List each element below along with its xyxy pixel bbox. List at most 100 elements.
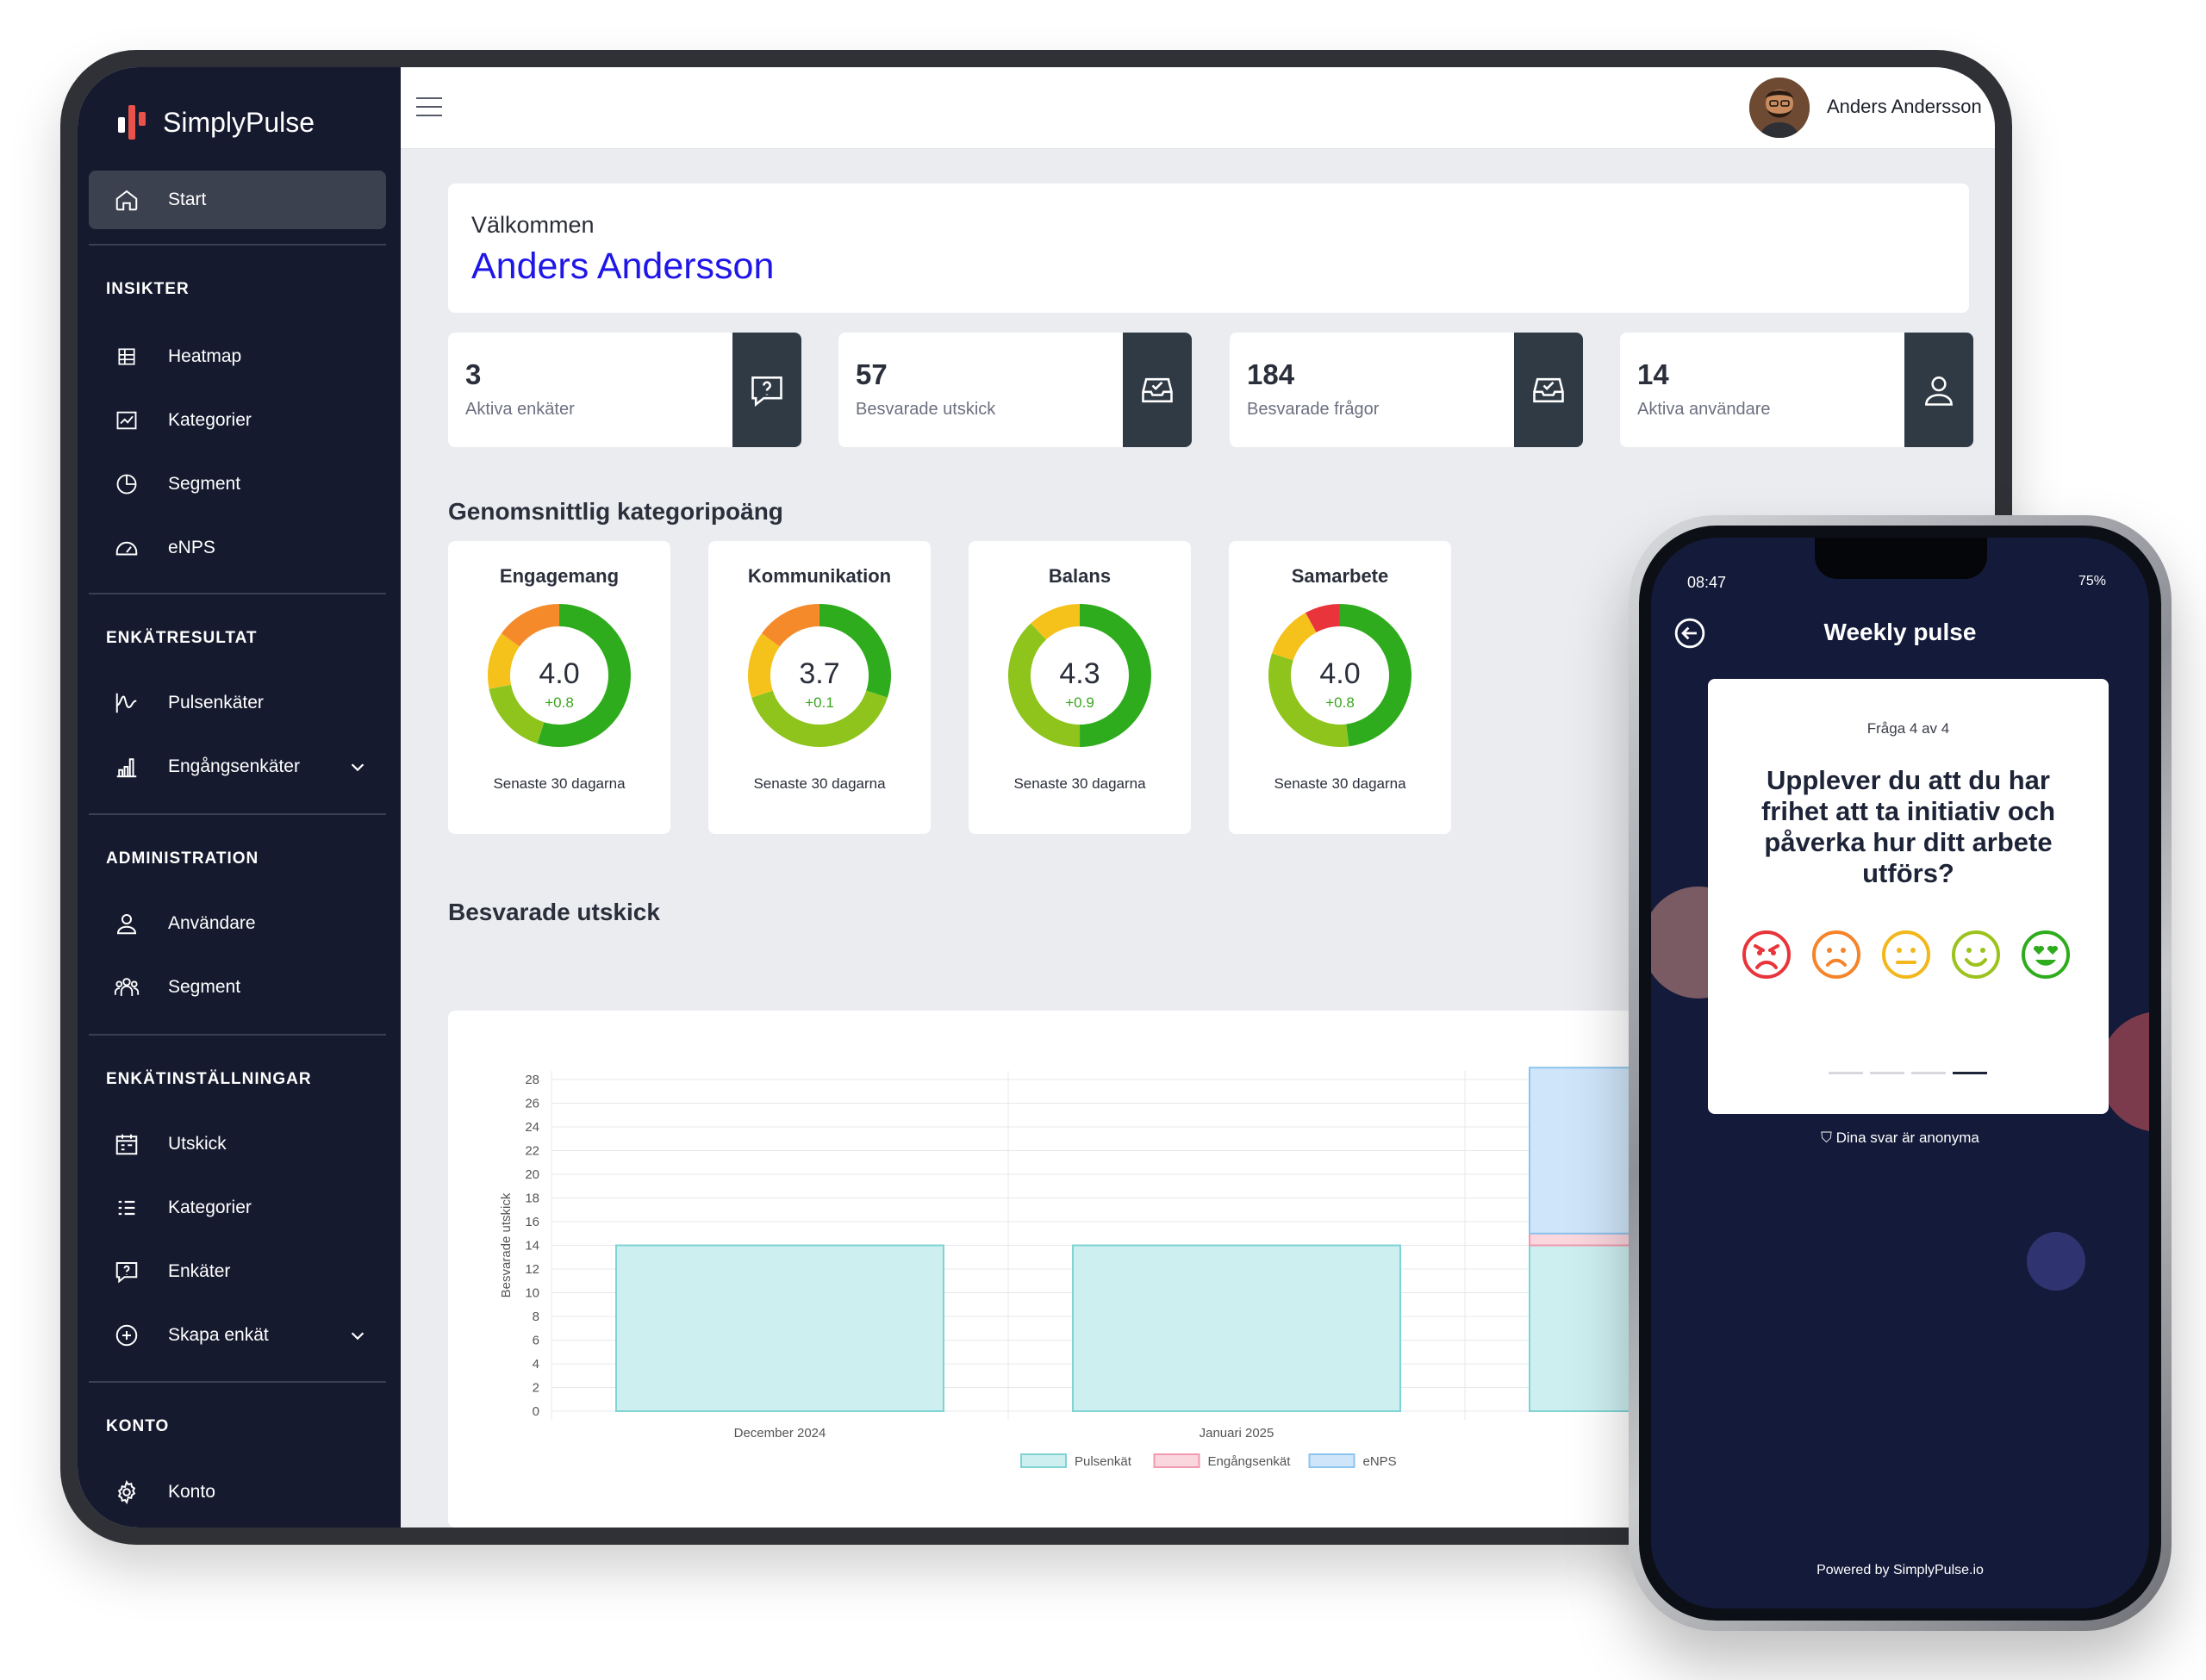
powered-by: Powered by SimplyPulse.io bbox=[1817, 1563, 1984, 1577]
gauge-segment bbox=[537, 604, 631, 747]
section-title-administration: ADMINISTRATION bbox=[106, 849, 259, 868]
stat-value: 14 bbox=[1637, 358, 1669, 390]
sidebar-item-utskick[interactable]: Utskick bbox=[89, 1115, 386, 1173]
smile-face-icon[interactable] bbox=[1950, 929, 2002, 980]
neutral-face-icon[interactable] bbox=[1880, 929, 1932, 980]
sidebar-item-enkater[interactable]: Enkäter bbox=[89, 1242, 386, 1301]
sidebar-item-label: eNPS bbox=[168, 538, 215, 557]
phone-time: 08:47 bbox=[1687, 574, 1727, 591]
user-icon bbox=[111, 908, 142, 939]
gauge-segment bbox=[761, 604, 820, 647]
question-counter: Fråga 4 av 4 bbox=[1866, 720, 1950, 737]
stat-card-answered-questions[interactable]: 184 Besvarade frågor bbox=[1230, 333, 1583, 447]
sidebar-item-enps[interactable]: eNPS bbox=[89, 519, 386, 577]
sidebar-item-engangsenkater[interactable]: Engångsenkäter bbox=[89, 737, 386, 796]
stat-card-answered-sends[interactable]: 57 Besvarade utskick bbox=[838, 333, 1192, 447]
stat-label: Aktiva enkäter bbox=[465, 400, 575, 419]
sidebar-item-kategorier[interactable]: Kategorier bbox=[89, 391, 386, 450]
y-tick-label: 22 bbox=[525, 1144, 539, 1159]
gauge-segment bbox=[488, 633, 520, 689]
gauge-segment bbox=[751, 690, 888, 747]
question-chat-icon bbox=[732, 333, 801, 447]
chart-heading: Besvarade utskick bbox=[448, 899, 660, 925]
gauge-segment bbox=[1306, 604, 1341, 633]
sidebar: SimplyPulse Start INSIKTER Heatmap bbox=[78, 67, 401, 1528]
y-tick-label: 8 bbox=[533, 1310, 539, 1324]
sidebar-item-installning-kategorier[interactable]: Kategorier bbox=[89, 1179, 386, 1237]
section-title-enkatresultat: ENKÄTRESULTAT bbox=[106, 629, 258, 647]
pie-icon bbox=[111, 469, 142, 500]
phone-notch bbox=[1815, 538, 1987, 579]
sidebar-item-skapa-enkat[interactable]: Skapa enkät bbox=[89, 1306, 386, 1365]
user-name[interactable]: Anders Andersson bbox=[1827, 96, 1982, 117]
gauge-card-samarbete[interactable]: Samarbete 4.0 +0.8 Senaste 30 dagarna bbox=[1229, 541, 1451, 834]
sidebar-item-anvandare[interactable]: Användare bbox=[89, 894, 386, 953]
gauge-title: Engagemang bbox=[499, 565, 620, 587]
question-card: Fråga 4 av 4 Upplever du att du har frih… bbox=[1708, 679, 2109, 1114]
gauge-segment bbox=[489, 684, 545, 744]
sidebar-item-segment[interactable]: Segment bbox=[89, 455, 386, 513]
question-text: Upplever du att du har frihet att ta ini… bbox=[1760, 765, 2056, 888]
legend-label: eNPS bbox=[1363, 1454, 1397, 1469]
chart-icon bbox=[111, 405, 142, 436]
gauge-footer: Senaste 30 dagarna bbox=[753, 775, 886, 792]
sidebar-item-label: Användare bbox=[168, 913, 256, 933]
topbar: Anders Andersson bbox=[401, 67, 1995, 149]
stat-card-active-users[interactable]: 14 Aktiva användare bbox=[1620, 333, 1973, 447]
list-icon bbox=[111, 1192, 142, 1223]
gauge-segment bbox=[1031, 604, 1081, 640]
gauge-value: 4.0 bbox=[539, 657, 580, 690]
sidebar-item-label: Utskick bbox=[168, 1134, 227, 1154]
shield-icon: ⛉ bbox=[1821, 1129, 1836, 1146]
table-icon bbox=[111, 341, 142, 372]
calendar-icon bbox=[111, 1129, 142, 1160]
legend-swatch bbox=[1020, 1453, 1067, 1468]
sidebar-item-start[interactable]: Start bbox=[89, 171, 386, 229]
sad-face-icon[interactable] bbox=[1810, 929, 1862, 980]
legend-label: Engångsenkät bbox=[1208, 1454, 1292, 1469]
y-tick-label: 10 bbox=[525, 1286, 539, 1301]
chevron-down-icon[interactable] bbox=[348, 757, 367, 776]
progress-dot bbox=[1829, 1072, 1863, 1074]
bar bbox=[1072, 1244, 1401, 1412]
gauge-segment bbox=[1079, 604, 1152, 747]
angry-face-icon[interactable] bbox=[1741, 929, 1792, 980]
back-arrow-icon[interactable] bbox=[1673, 617, 1706, 650]
welcome-greeting: Välkommen bbox=[471, 212, 595, 238]
user-icon bbox=[1904, 333, 1973, 447]
bar bbox=[615, 1244, 944, 1412]
menu-icon[interactable] bbox=[416, 97, 442, 118]
gauge-delta: +0.8 bbox=[545, 694, 574, 711]
pulse-icon bbox=[111, 688, 142, 719]
stat-card-active-surveys[interactable]: 3 Aktiva enkäter bbox=[448, 333, 801, 447]
phone-frame: 08:47 75% Weekly pulse Fråga 4 av 4 Uppl… bbox=[1629, 515, 2172, 1631]
love-face-icon[interactable] bbox=[2020, 929, 2072, 980]
sidebar-item-label: Segment bbox=[168, 474, 241, 494]
gauge-card-kommunikation[interactable]: Kommunikation 3.7 +0.1 Senaste 30 dagarn… bbox=[708, 541, 931, 834]
stat-value: 3 bbox=[465, 358, 482, 390]
categories-heading: Genomsnittlig kategoripoäng bbox=[448, 498, 783, 525]
brand-logo[interactable]: SimplyPulse bbox=[116, 103, 315, 141]
gauge-footer: Senaste 30 dagarna bbox=[1274, 775, 1406, 792]
rating-faces bbox=[1741, 929, 2077, 982]
donut-gauge bbox=[1008, 604, 1152, 747]
sidebar-item-label: Kategorier bbox=[168, 410, 252, 430]
sidebar-divider bbox=[89, 1034, 386, 1036]
sidebar-item-admin-segment[interactable]: Segment bbox=[89, 958, 386, 1017]
phone-battery: 75% bbox=[2078, 574, 2106, 588]
home-icon bbox=[111, 184, 142, 215]
sidebar-item-konto[interactable]: Konto bbox=[89, 1463, 386, 1521]
sidebar-item-label: Kategorier bbox=[168, 1198, 252, 1217]
chevron-down-icon[interactable] bbox=[348, 1326, 367, 1345]
y-tick-label: 18 bbox=[525, 1192, 539, 1206]
sidebar-item-heatmap[interactable]: Heatmap bbox=[89, 327, 386, 386]
chevron-down-icon[interactable] bbox=[1989, 100, 1995, 114]
avatar[interactable] bbox=[1749, 78, 1810, 138]
sidebar-item-pulsenkater[interactable]: Pulsenkäter bbox=[89, 674, 386, 732]
gauge-card-balans[interactable]: Balans 4.3 +0.9 Senaste 30 dagarna bbox=[969, 541, 1191, 834]
gauge-card-engagemang[interactable]: Engagemang 4.0 +0.8 Senaste 30 dagarna bbox=[448, 541, 670, 834]
sidebar-item-label: Segment bbox=[168, 977, 241, 997]
sidebar-divider bbox=[89, 1381, 386, 1383]
progress-dot bbox=[1870, 1072, 1904, 1074]
sidebar-divider bbox=[89, 813, 386, 815]
